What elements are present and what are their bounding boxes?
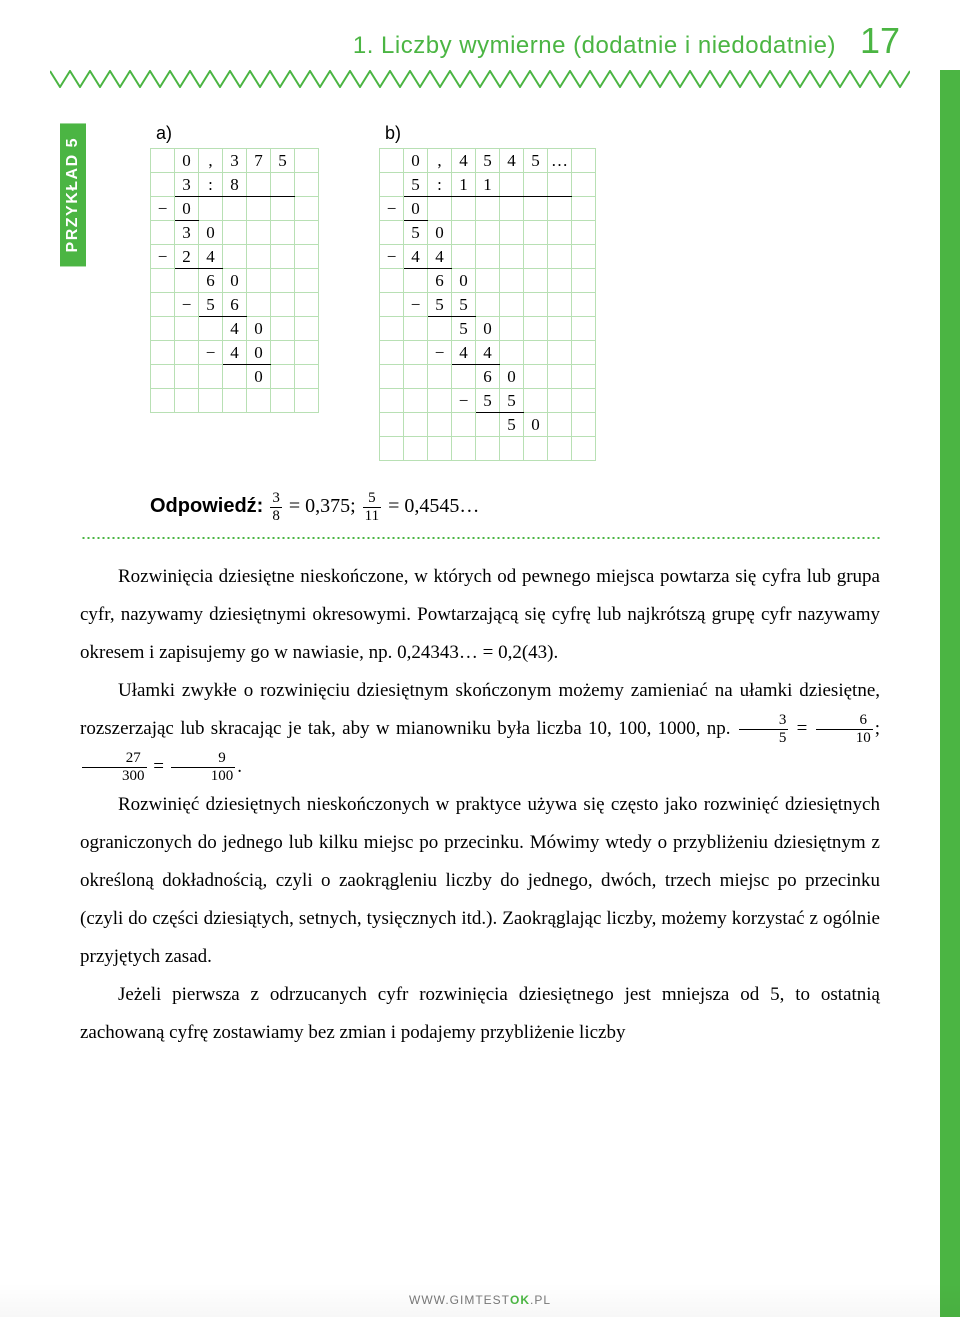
zigzag-divider [50, 70, 910, 88]
footer-url-ok: OK [510, 1293, 530, 1307]
division-b-label: b) [385, 123, 596, 144]
division-a-label: a) [156, 123, 319, 144]
page-header: 1. Liczby wymierne (dodatnie i niedodatn… [0, 0, 960, 70]
frac-9-100: 9100 [171, 751, 236, 784]
footer: WWW.GIMTESTOK.PL [0, 1283, 960, 1317]
frac-3-5: 35 [739, 713, 789, 746]
footer-url-tld: .PL [530, 1293, 551, 1307]
division-a-grid: 0,3753:8−030−2460−5640−400 [150, 148, 319, 413]
content-area: PRZYKŁAD 5 a) 0,3753:8−030−2460−5640−400… [0, 123, 960, 1052]
long-divisions: a) 0,3753:8−030−2460−5640−400 b) 0,4545…… [150, 123, 880, 461]
division-b: b) 0,4545…5:11−050−4460−5550−4460−5550 [379, 123, 596, 461]
chapter-title: 1. Liczby wymierne (dodatnie i niedodatn… [353, 32, 836, 60]
page-number: 17 [860, 20, 900, 62]
dotted-separator [80, 536, 880, 540]
answer-label: Odpowiedź: [150, 495, 263, 517]
body-text: Rozwinięcia dziesiętne nieskończone, w k… [80, 558, 880, 1052]
paragraph-2: Ułamki zwykłe o rozwinięciu dziesiętnym … [80, 672, 880, 786]
paragraph-1: Rozwinięcia dziesiętne nieskończone, w k… [80, 558, 880, 672]
division-b-grid: 0,4545…5:11−050−4460−5550−4460−5550 [379, 148, 596, 461]
answer-r2: = 0,4545… [388, 495, 479, 517]
division-a: a) 0,3753:8−030−2460−5640−400 [150, 123, 319, 461]
fraction-3-8: 38 [270, 491, 282, 524]
example-label: PRZYKŁAD 5 [60, 123, 86, 266]
footer-url-1: WWW.GIMTEST [409, 1293, 510, 1307]
frac-6-10: 610 [816, 713, 873, 746]
frac-27-300: 27300 [82, 751, 147, 784]
answer-line: Odpowiedź: 38 = 0,375; 511 = 0,4545… [150, 491, 880, 524]
paragraph-3: Rozwinięć dziesiętnych nieskończonych w … [80, 786, 880, 976]
answer-r1: = 0,375; [289, 495, 356, 517]
fraction-5-11: 511 [363, 491, 381, 524]
paragraph-4: Jeżeli pierwsza z odrzucanych cyfr rozwi… [80, 976, 880, 1052]
